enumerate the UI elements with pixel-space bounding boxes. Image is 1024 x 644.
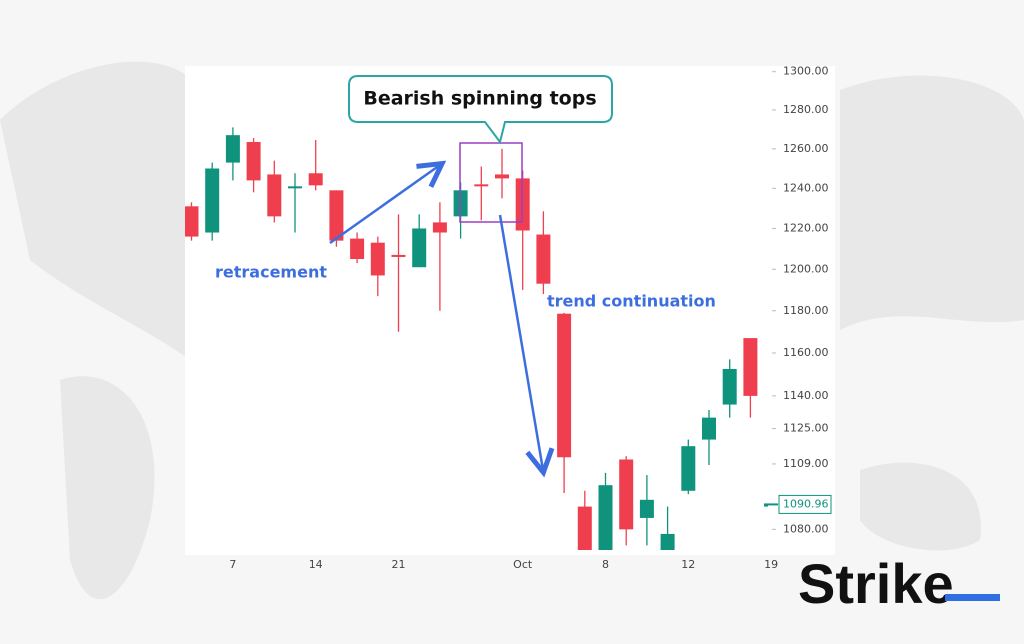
candle-body <box>764 504 768 507</box>
callout-box <box>348 75 613 145</box>
candle-body <box>329 190 344 241</box>
annotation: trend continuation <box>547 292 716 311</box>
x-tick-label: 12 <box>681 558 695 571</box>
x-tick-label: 14 <box>309 558 323 571</box>
candle-body <box>598 485 613 550</box>
candle-body <box>639 499 654 518</box>
y-tick-label: 1200.00 <box>783 262 829 275</box>
candle-body <box>308 173 323 186</box>
world-map <box>0 61 1024 600</box>
chart-panel <box>185 66 835 555</box>
x-tick-label: 21 <box>392 558 406 571</box>
candle-body <box>702 417 716 440</box>
candle-body <box>432 222 447 233</box>
y-tick-label: 1300.00 <box>783 65 829 78</box>
candle-body <box>577 506 592 550</box>
candle-body <box>288 186 302 189</box>
last-price-label: 1090.96 <box>783 497 829 510</box>
y-tick-label: 1160.00 <box>783 346 829 359</box>
candle-body <box>557 313 572 458</box>
y-tick-label: 1260.00 <box>783 142 829 155</box>
candle-body <box>370 242 385 276</box>
logo-bar <box>945 594 1000 601</box>
candle-body <box>660 533 675 550</box>
y-tick-label: 1220.00 <box>783 221 829 234</box>
annotation: retracement <box>215 263 327 282</box>
y-tick-label: 1280.00 <box>783 103 829 116</box>
y-tick-label: 1080.00 <box>783 522 829 535</box>
y-tick-label: 1240.00 <box>783 181 829 194</box>
candle-body <box>681 446 696 491</box>
x-tick-label: Oct <box>513 558 533 571</box>
candle-body <box>225 135 240 163</box>
candle-body <box>536 234 551 284</box>
candle-body <box>412 228 427 268</box>
candle-body <box>722 368 737 405</box>
y-tick-label: 1140.00 <box>783 389 829 402</box>
y-tick-label: 1125.00 <box>783 422 829 435</box>
candle-body <box>267 174 282 217</box>
callout-text: Bearish spinning tops <box>363 88 596 110</box>
last-price-box <box>778 494 832 514</box>
candle-body <box>743 338 758 396</box>
logo: Strike <box>798 552 954 615</box>
y-tick-label: 1180.00 <box>783 304 829 317</box>
arrow <box>498 214 543 470</box>
y-tick-label: 1109.00 <box>783 457 829 470</box>
candle-body <box>185 206 199 237</box>
candle-body <box>205 168 220 233</box>
arrow <box>329 165 440 245</box>
x-tick-label: 7 <box>229 558 236 571</box>
x-tick-label: 8 <box>602 558 609 571</box>
highlight-box <box>459 142 523 223</box>
candle-body <box>495 174 509 179</box>
candle-body <box>246 141 261 181</box>
candle-body <box>474 184 489 187</box>
candle-body <box>350 238 365 260</box>
candle-body <box>619 459 634 530</box>
x-tick-label: 19 <box>764 558 778 571</box>
candle-body <box>391 254 406 257</box>
